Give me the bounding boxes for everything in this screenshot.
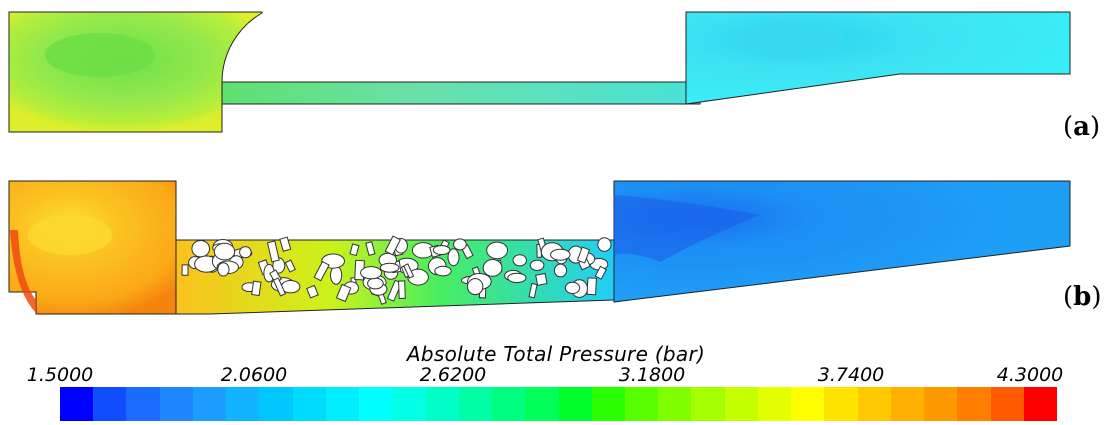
colorbar-swatch <box>60 387 94 421</box>
panel-b-particles <box>181 235 612 305</box>
colorbar-swatch <box>1023 387 1058 421</box>
colorbar-title: Absolute Total Pressure (bar) <box>406 342 706 366</box>
colorbar-swatch <box>159 387 193 421</box>
particle <box>434 265 452 277</box>
colorbar-tick-label: 1.5000 <box>26 364 94 386</box>
colorbar-swatch <box>425 387 459 421</box>
panel-label-a: (a) <box>1063 112 1101 142</box>
colorbar-swatch <box>458 387 493 421</box>
particle <box>453 238 467 251</box>
colorbar-tick-label: 4.3000 <box>996 364 1064 386</box>
particle <box>576 246 591 264</box>
colorbar-swatch <box>392 387 426 421</box>
particle <box>272 277 286 297</box>
panel-a-inlet-chamber <box>8 11 263 133</box>
particle <box>486 241 509 260</box>
colorbar-swatch <box>359 387 393 421</box>
colorbar-swatch <box>492 387 526 421</box>
particle <box>251 280 262 297</box>
colorbar <box>60 387 1058 421</box>
colorbar-swatch <box>824 387 858 421</box>
particle <box>330 265 343 285</box>
particle <box>482 259 503 277</box>
colorbar-swatch <box>691 387 725 421</box>
panel-label-b: (b) <box>1063 282 1102 312</box>
colorbar-swatch <box>591 387 625 421</box>
colorbar-swatch <box>525 387 559 421</box>
particle <box>365 241 376 256</box>
particle <box>367 277 384 290</box>
colorbar-swatch <box>857 387 891 421</box>
particle <box>512 254 527 267</box>
colorbar-swatch <box>791 387 825 421</box>
particle <box>432 245 451 255</box>
particle <box>306 284 319 299</box>
colorbar-tick-label: 3.7400 <box>817 364 885 386</box>
colorbar-tick-label: 2.0600 <box>220 364 288 386</box>
panel-a-channel <box>221 81 701 105</box>
particle <box>535 272 548 286</box>
colorbar-swatch <box>93 387 127 421</box>
colorbar-swatch <box>624 387 659 421</box>
particle <box>407 268 429 286</box>
colorbar-tick-label: 3.1800 <box>618 364 686 386</box>
colorbar-tick-label: 2.6200 <box>419 364 487 386</box>
particle <box>597 237 612 252</box>
panel-b-vortex <box>28 215 112 255</box>
particle <box>403 263 415 279</box>
particle <box>550 248 571 261</box>
colorbar-swatch <box>126 387 160 421</box>
panel-a-field <box>8 11 1071 133</box>
colorbar-swatch <box>292 387 326 421</box>
particle <box>213 242 236 261</box>
colorbar-swatch <box>325 387 360 421</box>
colorbar-swatch <box>990 387 1024 421</box>
panel-a-vortex <box>45 33 155 77</box>
colorbar-swatch <box>658 387 692 421</box>
panel-b-wall-layer <box>10 230 36 313</box>
particle <box>379 262 400 273</box>
particle <box>564 281 581 294</box>
colorbar-swatch <box>924 387 958 421</box>
particle <box>191 240 210 258</box>
particle <box>594 265 607 280</box>
particle <box>313 260 330 282</box>
particle <box>360 266 383 280</box>
particle <box>279 236 292 252</box>
particle <box>239 246 252 259</box>
particle <box>349 243 360 257</box>
particle <box>529 259 545 271</box>
particle <box>507 272 527 284</box>
particle <box>467 278 484 296</box>
particle <box>528 282 538 299</box>
colorbar-swatch <box>192 387 227 421</box>
colorbar-swatch <box>558 387 592 421</box>
particle <box>398 280 406 300</box>
panel-a-outlet-chamber <box>685 11 1071 105</box>
particle <box>586 277 597 296</box>
colorbar-swatch <box>957 387 991 421</box>
particle <box>217 262 230 277</box>
particle <box>284 259 296 273</box>
particle <box>266 240 280 263</box>
colorbar-swatch <box>757 387 792 421</box>
colorbar-swatch <box>226 387 260 421</box>
colorbar-swatch <box>890 387 925 421</box>
particle <box>335 283 352 303</box>
panel-b-outlet-jet <box>614 195 760 262</box>
panel-a-outlet-vortex <box>735 20 845 60</box>
colorbar-swatch <box>259 387 293 421</box>
particle <box>553 263 568 278</box>
particle <box>181 264 189 276</box>
particle <box>447 248 460 267</box>
particle <box>384 235 401 256</box>
colorbar-swatch <box>724 387 758 421</box>
